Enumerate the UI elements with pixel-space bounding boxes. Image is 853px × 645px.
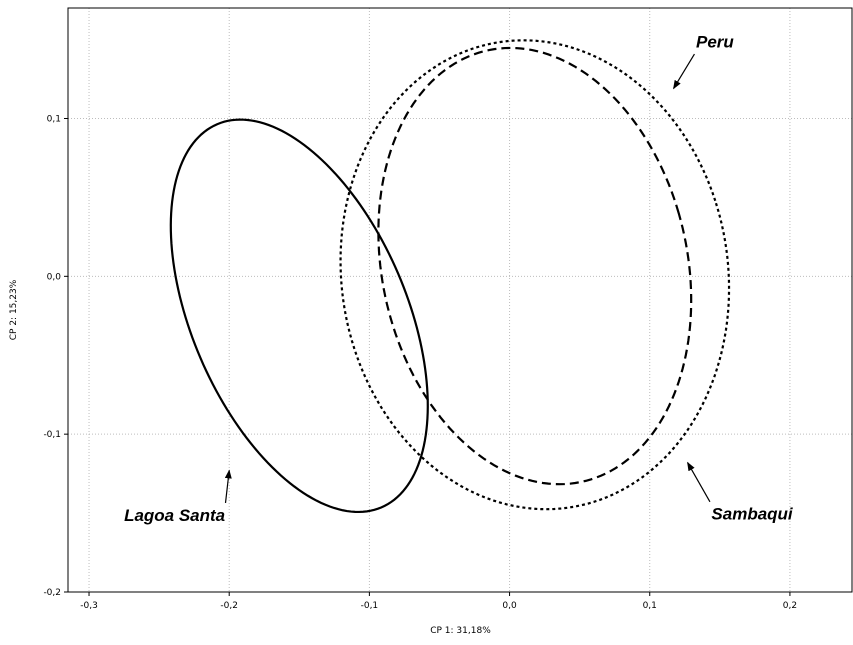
label-sambaqui: Sambaqui — [711, 504, 794, 523]
ellipse-lagoa-santa — [169, 118, 429, 514]
ellipse-peru — [377, 46, 693, 486]
arrow-peru — [673, 53, 695, 90]
label-lagoa-santa: Lagoa Santa — [124, 506, 225, 525]
annotations: Peru Lagoa Santa Sambaqui — [124, 32, 794, 525]
x-tick-label: -0,1 — [361, 601, 379, 611]
y-tick-label: 0,0 — [47, 272, 62, 282]
confidence-ellipses — [169, 39, 731, 514]
x-tick-label: 0,0 — [502, 601, 517, 611]
y-tick-label: 0,1 — [47, 114, 61, 124]
plot-frame — [67, 7, 853, 593]
x-tick-label: 0,1 — [643, 601, 657, 611]
x-axis-title: CP 1: 31,18% — [430, 626, 491, 636]
axis-ticks: -0,3 -0,2 -0,1 0,0 0,1 0,2 -0,2 -0,1 0,0 0,1 — [43, 114, 797, 611]
x-tick-label: -0,2 — [220, 601, 238, 611]
arrow-lagoa-santa — [224, 469, 232, 504]
arrow-sambaqui — [687, 461, 711, 503]
x-tick-label: 0,2 — [783, 601, 797, 611]
y-axis-title: CP 2: 15,23% — [9, 279, 19, 340]
y-tick-label: -0,2 — [43, 588, 61, 598]
label-peru: Peru — [696, 32, 734, 51]
x-tick-label: -0,3 — [80, 601, 98, 611]
ellipse-sambaqui — [339, 39, 731, 511]
y-tick-label: -0,1 — [43, 430, 61, 440]
